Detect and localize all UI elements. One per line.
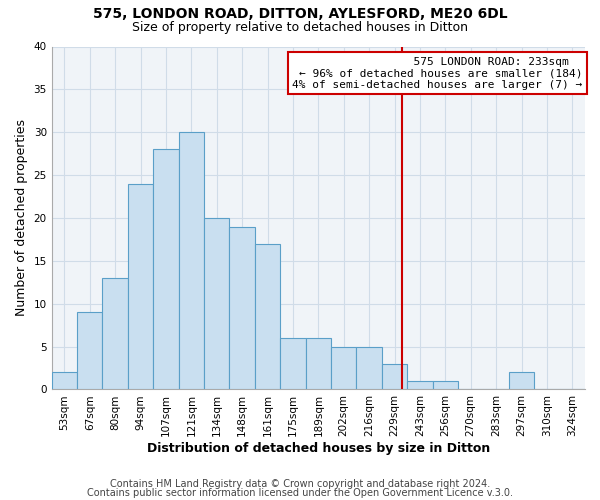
Bar xyxy=(153,150,179,390)
Text: 575, LONDON ROAD, DITTON, AYLESFORD, ME20 6DL: 575, LONDON ROAD, DITTON, AYLESFORD, ME2… xyxy=(92,8,508,22)
Bar xyxy=(331,346,356,390)
Y-axis label: Number of detached properties: Number of detached properties xyxy=(15,120,28,316)
Text: Contains HM Land Registry data © Crown copyright and database right 2024.: Contains HM Land Registry data © Crown c… xyxy=(110,479,490,489)
Text: Size of property relative to detached houses in Ditton: Size of property relative to detached ho… xyxy=(132,21,468,34)
Bar xyxy=(77,312,103,390)
Bar xyxy=(407,381,433,390)
Bar xyxy=(103,278,128,390)
Bar xyxy=(509,372,534,390)
Text: Contains public sector information licensed under the Open Government Licence v.: Contains public sector information licen… xyxy=(87,488,513,498)
Bar xyxy=(280,338,305,390)
Bar xyxy=(128,184,153,390)
Bar xyxy=(433,381,458,390)
Text: 575 LONDON ROAD: 233sqm  
← 96% of detached houses are smaller (184)
4% of semi-: 575 LONDON ROAD: 233sqm ← 96% of detache… xyxy=(292,57,583,90)
Bar xyxy=(305,338,331,390)
X-axis label: Distribution of detached houses by size in Ditton: Distribution of detached houses by size … xyxy=(147,442,490,455)
Bar xyxy=(356,346,382,390)
Bar xyxy=(52,372,77,390)
Bar xyxy=(204,218,229,390)
Bar xyxy=(179,132,204,390)
Bar xyxy=(255,244,280,390)
Bar xyxy=(382,364,407,390)
Bar xyxy=(229,226,255,390)
